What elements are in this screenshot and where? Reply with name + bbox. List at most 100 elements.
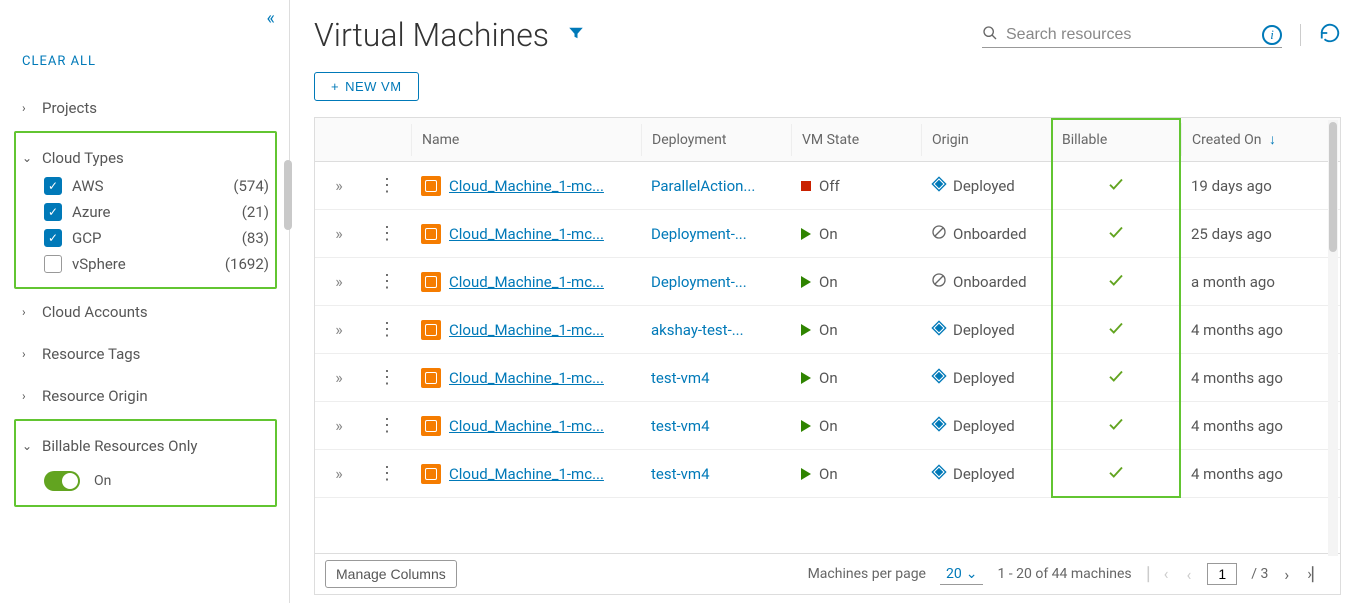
filter-header-billable[interactable]: ⌄ Billable Resources Only: [22, 431, 269, 461]
state-on-icon: [801, 468, 811, 480]
cloud-type-label: vSphere: [72, 255, 126, 273]
state-on-icon: [801, 228, 811, 240]
deployment-link[interactable]: test-vm4: [641, 409, 791, 443]
deployment-link[interactable]: test-vm4: [641, 361, 791, 395]
cloud-type-option[interactable]: ✓Azure(21): [22, 199, 269, 225]
row-actions-button[interactable]: ⋮: [363, 455, 411, 492]
expand-row-button[interactable]: »: [315, 216, 363, 251]
cloud-type-label: AWS: [72, 177, 104, 195]
table-scrollbar[interactable]: [1328, 120, 1338, 556]
cloud-type-option[interactable]: ✓GCP(83): [22, 225, 269, 251]
filters-sidebar: « CLEAR ALL › Projects ⌄ Cloud Types ✓AW…: [0, 0, 290, 603]
vm-name-link[interactable]: Cloud_Machine_1-mc...: [449, 321, 604, 339]
main-scrollbar-thumb[interactable]: [284, 160, 292, 230]
filter-icon[interactable]: [567, 24, 585, 47]
row-actions-button[interactable]: ⋮: [363, 311, 411, 348]
expand-row-button[interactable]: »: [315, 312, 363, 347]
vm-icon: [421, 320, 441, 340]
col-origin[interactable]: Origin: [921, 124, 1051, 156]
vm-name-link[interactable]: Cloud_Machine_1-mc...: [449, 465, 604, 483]
created-on-cell: 25 days ago: [1181, 217, 1321, 251]
last-page-button[interactable]: ›⎸: [1305, 564, 1330, 584]
col-billable[interactable]: Billable: [1051, 124, 1181, 156]
page-input[interactable]: [1207, 563, 1237, 585]
col-actions: [363, 132, 411, 148]
vm-name-link[interactable]: Cloud_Machine_1-mc...: [449, 369, 604, 387]
filter-header-resource-tags[interactable]: › Resource Tags: [22, 339, 269, 369]
vm-state-cell: On: [791, 361, 921, 395]
name-cell: Cloud_Machine_1-mc...: [411, 360, 641, 396]
billable-toggle-row: On: [22, 461, 269, 495]
expand-row-button[interactable]: »: [315, 168, 363, 203]
vm-state-label: On: [819, 225, 838, 243]
row-actions-button[interactable]: ⋮: [363, 215, 411, 252]
per-page-label: Machines per page: [808, 566, 926, 582]
name-cell: Cloud_Machine_1-mc...: [411, 216, 641, 252]
filter-header-cloud-accounts[interactable]: › Cloud Accounts: [22, 297, 269, 327]
manage-columns-button[interactable]: Manage Columns: [325, 560, 457, 588]
col-name[interactable]: Name: [411, 124, 641, 156]
vm-name-link[interactable]: Cloud_Machine_1-mc...: [449, 225, 604, 243]
search-input[interactable]: [1006, 26, 1262, 44]
col-deployment[interactable]: Deployment: [641, 124, 791, 156]
deployment-link[interactable]: Deployment-...: [641, 217, 791, 251]
billable-toggle-label: On: [94, 473, 111, 489]
expand-row-button[interactable]: »: [315, 360, 363, 395]
deployment-link[interactable]: ParallelAction...: [641, 169, 791, 203]
col-vm-state[interactable]: VM State: [791, 124, 921, 156]
vm-icon: [421, 416, 441, 436]
filter-header-cloud-types[interactable]: ⌄ Cloud Types: [22, 143, 269, 173]
deployment-link[interactable]: akshay-test-...: [641, 313, 791, 347]
vm-state-label: Off: [819, 177, 840, 195]
name-cell: Cloud_Machine_1-mc...: [411, 264, 641, 300]
check-icon: [1107, 323, 1125, 341]
filter-header-resource-origin[interactable]: › Resource Origin: [22, 381, 269, 411]
col-expand: [315, 132, 363, 148]
cloud-type-option[interactable]: vSphere(1692): [22, 251, 269, 277]
row-actions-button[interactable]: ⋮: [363, 167, 411, 204]
row-actions-button[interactable]: ⋮: [363, 359, 411, 396]
vm-state-cell: Off: [791, 169, 921, 203]
cloud-type-option[interactable]: ✓AWS(574): [22, 173, 269, 199]
new-vm-button[interactable]: + NEW VM: [314, 72, 419, 101]
vm-name-link[interactable]: Cloud_Machine_1-mc...: [449, 177, 604, 195]
filter-header-projects[interactable]: › Projects: [22, 93, 269, 123]
row-actions-button[interactable]: ⋮: [363, 407, 411, 444]
table-footer: Manage Columns Machines per page 20 ⌄ 1 …: [315, 553, 1340, 594]
row-actions-button[interactable]: ⋮: [363, 263, 411, 300]
billable-toggle[interactable]: [44, 471, 80, 491]
next-page-button[interactable]: ›: [1282, 565, 1291, 584]
clear-all-button[interactable]: CLEAR ALL: [22, 54, 269, 69]
expand-row-button[interactable]: »: [315, 264, 363, 299]
name-cell: Cloud_Machine_1-mc...: [411, 408, 641, 444]
expand-row-button[interactable]: »: [315, 456, 363, 491]
cloud-type-label: GCP: [72, 229, 101, 247]
vm-state-cell: On: [791, 217, 921, 251]
first-page-button[interactable]: ⎸‹: [1146, 564, 1171, 584]
billable-cell: [1051, 215, 1181, 253]
expand-row-button[interactable]: »: [315, 408, 363, 443]
cloud-type-count: (83): [242, 229, 269, 247]
vm-name-link[interactable]: Cloud_Machine_1-mc...: [449, 417, 604, 435]
col-created-on[interactable]: Created On ↓: [1181, 123, 1321, 156]
table-row: »⋮Cloud_Machine_1-mc...test-vm4OnDeploye…: [315, 402, 1340, 450]
per-page-select[interactable]: 20 ⌄: [940, 564, 983, 585]
vm-icon: [421, 272, 441, 292]
vm-icon: [421, 176, 441, 196]
info-icon[interactable]: i: [1262, 25, 1282, 45]
vm-state-label: On: [819, 417, 838, 435]
vm-name-link[interactable]: Cloud_Machine_1-mc...: [449, 273, 604, 291]
origin-icon: [931, 464, 947, 484]
chevron-right-icon: ›: [22, 389, 36, 403]
deployment-link[interactable]: test-vm4: [641, 457, 791, 491]
origin-cell: Deployed: [921, 456, 1051, 492]
vm-state-label: On: [819, 321, 838, 339]
filter-label: Cloud Accounts: [42, 303, 148, 321]
refresh-icon[interactable]: [1319, 22, 1341, 49]
collapse-sidebar-icon[interactable]: «: [267, 8, 275, 29]
filter-label: Billable Resources Only: [42, 437, 198, 455]
origin-icon: [931, 176, 947, 196]
deployment-link[interactable]: Deployment-...: [641, 265, 791, 299]
origin-cell: Deployed: [921, 168, 1051, 204]
prev-page-button[interactable]: ‹: [1184, 565, 1193, 584]
